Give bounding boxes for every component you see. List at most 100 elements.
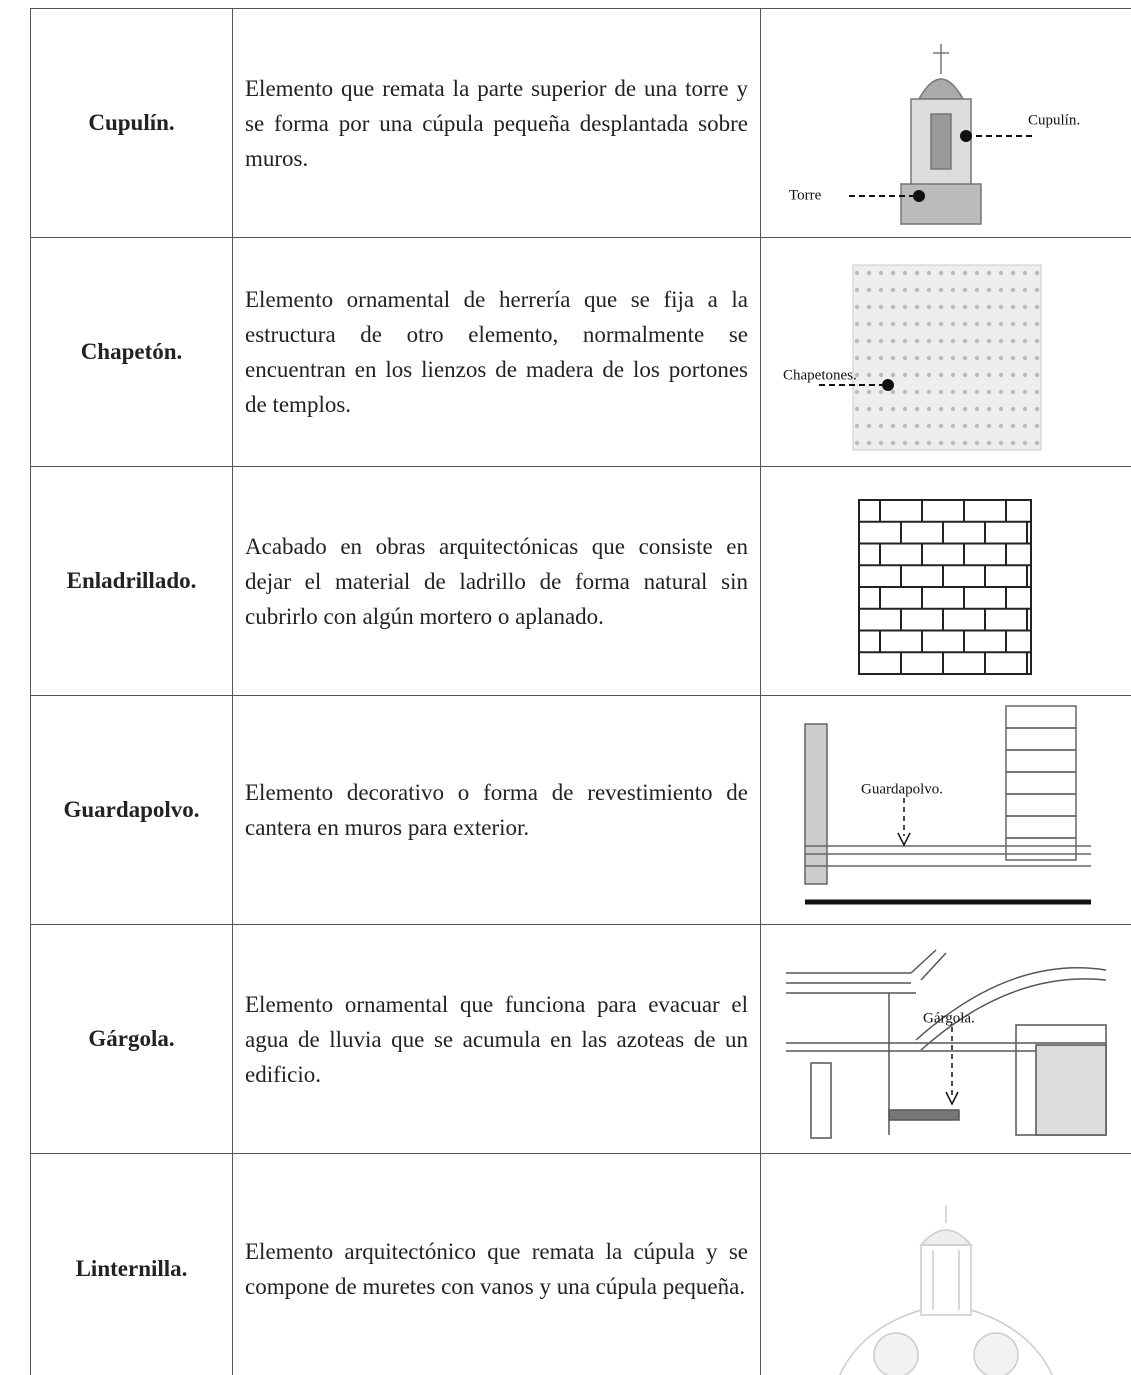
drawing-shape [938, 389, 944, 394]
drawing-shape [914, 372, 920, 377]
drawing-shape [938, 355, 944, 360]
drawing-shape [890, 338, 896, 343]
definition-text: Elemento decorativo o forma de revestimi… [245, 780, 748, 840]
definition-cell: Acabado en obras arquitectónicas que con… [232, 467, 760, 695]
drawing-shape [890, 304, 896, 309]
table-row: Linternilla. Elemento arquitectónico que … [30, 1154, 1131, 1375]
drawing-shape [890, 423, 896, 428]
drawing-shape [878, 423, 884, 428]
drawing-shape [854, 406, 860, 411]
drawing-shape [926, 389, 932, 394]
drawing-shape [878, 304, 884, 309]
drawing-shape [902, 270, 908, 275]
drawing-shape [1022, 304, 1028, 309]
drawing-shape [998, 389, 1004, 394]
drawing-shape [915, 966, 1107, 1051]
table-row: Gárgola. Elemento ornamental que funciona… [30, 925, 1131, 1154]
drawing-shape [974, 372, 980, 377]
drawing-shape [1010, 372, 1016, 377]
drawing-shape [866, 423, 872, 428]
drawing-shape [926, 338, 932, 343]
drawing-shape [897, 797, 911, 847]
drawing-shape [950, 287, 956, 292]
drawing-shape [1010, 440, 1016, 445]
drawing-shape [854, 270, 1040, 445]
drawing-shape [1010, 270, 1016, 275]
drawing-shape [914, 270, 920, 275]
image-label: Guardapolvo. [861, 781, 943, 797]
definition-cell: Elemento ornamental de herrería que se f… [232, 238, 760, 466]
drawing-shape [890, 270, 896, 275]
drawing-shape [882, 378, 894, 391]
drawing-shape [973, 1331, 1019, 1375]
drawing-shape [938, 304, 944, 309]
drawing-shape [974, 440, 980, 445]
image-label: Gárgola. [923, 1010, 975, 1026]
drawing-shape [998, 321, 1004, 326]
drawing-shape [1022, 372, 1028, 377]
drawing-shape [962, 372, 968, 377]
drawing-shape [1010, 304, 1016, 309]
drawing-shape [1034, 338, 1040, 343]
image-cell: Chapetones. [760, 238, 1131, 466]
definition-cell: Elemento ornamental que funciona para ev… [232, 925, 760, 1153]
drawing-shape [998, 304, 1004, 309]
drawing-shape [962, 355, 968, 360]
drawing-shape [1010, 406, 1016, 411]
drawing-shape [1010, 287, 1016, 292]
drawing-shape [838, 1204, 1054, 1375]
drawing-shape [914, 287, 920, 292]
drawing-shape [926, 270, 932, 275]
drawing-shape [1034, 440, 1040, 445]
drawing-shape [962, 406, 968, 411]
drawing-shape [854, 287, 860, 292]
drawing-shape [950, 372, 956, 377]
drawing-shape [1005, 792, 1077, 817]
drawing-shape [926, 406, 932, 411]
drawing-shape [890, 389, 896, 394]
definition-text: Acabado en obras arquitectónicas que con… [245, 533, 748, 629]
drawing-shape [878, 355, 884, 360]
image-label: Cupulín. [1028, 112, 1080, 128]
definition-text: Elemento arquitectónico que remata la cú… [245, 1239, 748, 1299]
drawing-shape [962, 270, 968, 275]
drawing-shape [1034, 270, 1040, 275]
drawing-shape [854, 423, 860, 428]
drawing-shape [1005, 748, 1077, 773]
drawing-shape [930, 112, 952, 170]
drawing-shape [938, 440, 944, 445]
drawing-shape [810, 1061, 832, 1139]
definition-cell: Elemento decorativo o forma de revestimi… [232, 696, 760, 924]
drawing-shape [1034, 372, 1040, 377]
drawing-shape [962, 287, 968, 292]
table-row: Chapetón. Elemento ornamental de herrería… [30, 238, 1131, 467]
drawing-shape [950, 270, 956, 275]
drawing-shape [938, 287, 944, 292]
drawing-shape [926, 372, 932, 377]
drawing-shape [986, 423, 992, 428]
drawing-shape [1022, 389, 1028, 394]
drawing-shape [960, 129, 972, 142]
drawing-shape [917, 77, 965, 100]
drawing-shape [1034, 287, 1040, 292]
drawing-shape [914, 304, 920, 309]
drawing-shape [1010, 389, 1016, 394]
drawing-shape [938, 338, 944, 343]
drawing-shape [962, 338, 968, 343]
drawing-shape [854, 321, 860, 326]
term-cell: Chapetón. [30, 238, 232, 466]
drawing-shape [1005, 836, 1077, 861]
drawing-shape [1022, 440, 1028, 445]
drawing-shape [902, 440, 908, 445]
drawing-shape [878, 338, 884, 343]
drawing-shape [974, 423, 980, 428]
drawing-shape [866, 372, 872, 377]
drawing-shape [1022, 406, 1028, 411]
drawing-shape [854, 372, 860, 377]
drawing-shape [962, 389, 968, 394]
drawing-shape [878, 372, 884, 377]
drawing-shape [854, 355, 860, 360]
drawing-shape [974, 355, 980, 360]
drawing-shape [902, 423, 908, 428]
drawing-shape [866, 287, 872, 292]
